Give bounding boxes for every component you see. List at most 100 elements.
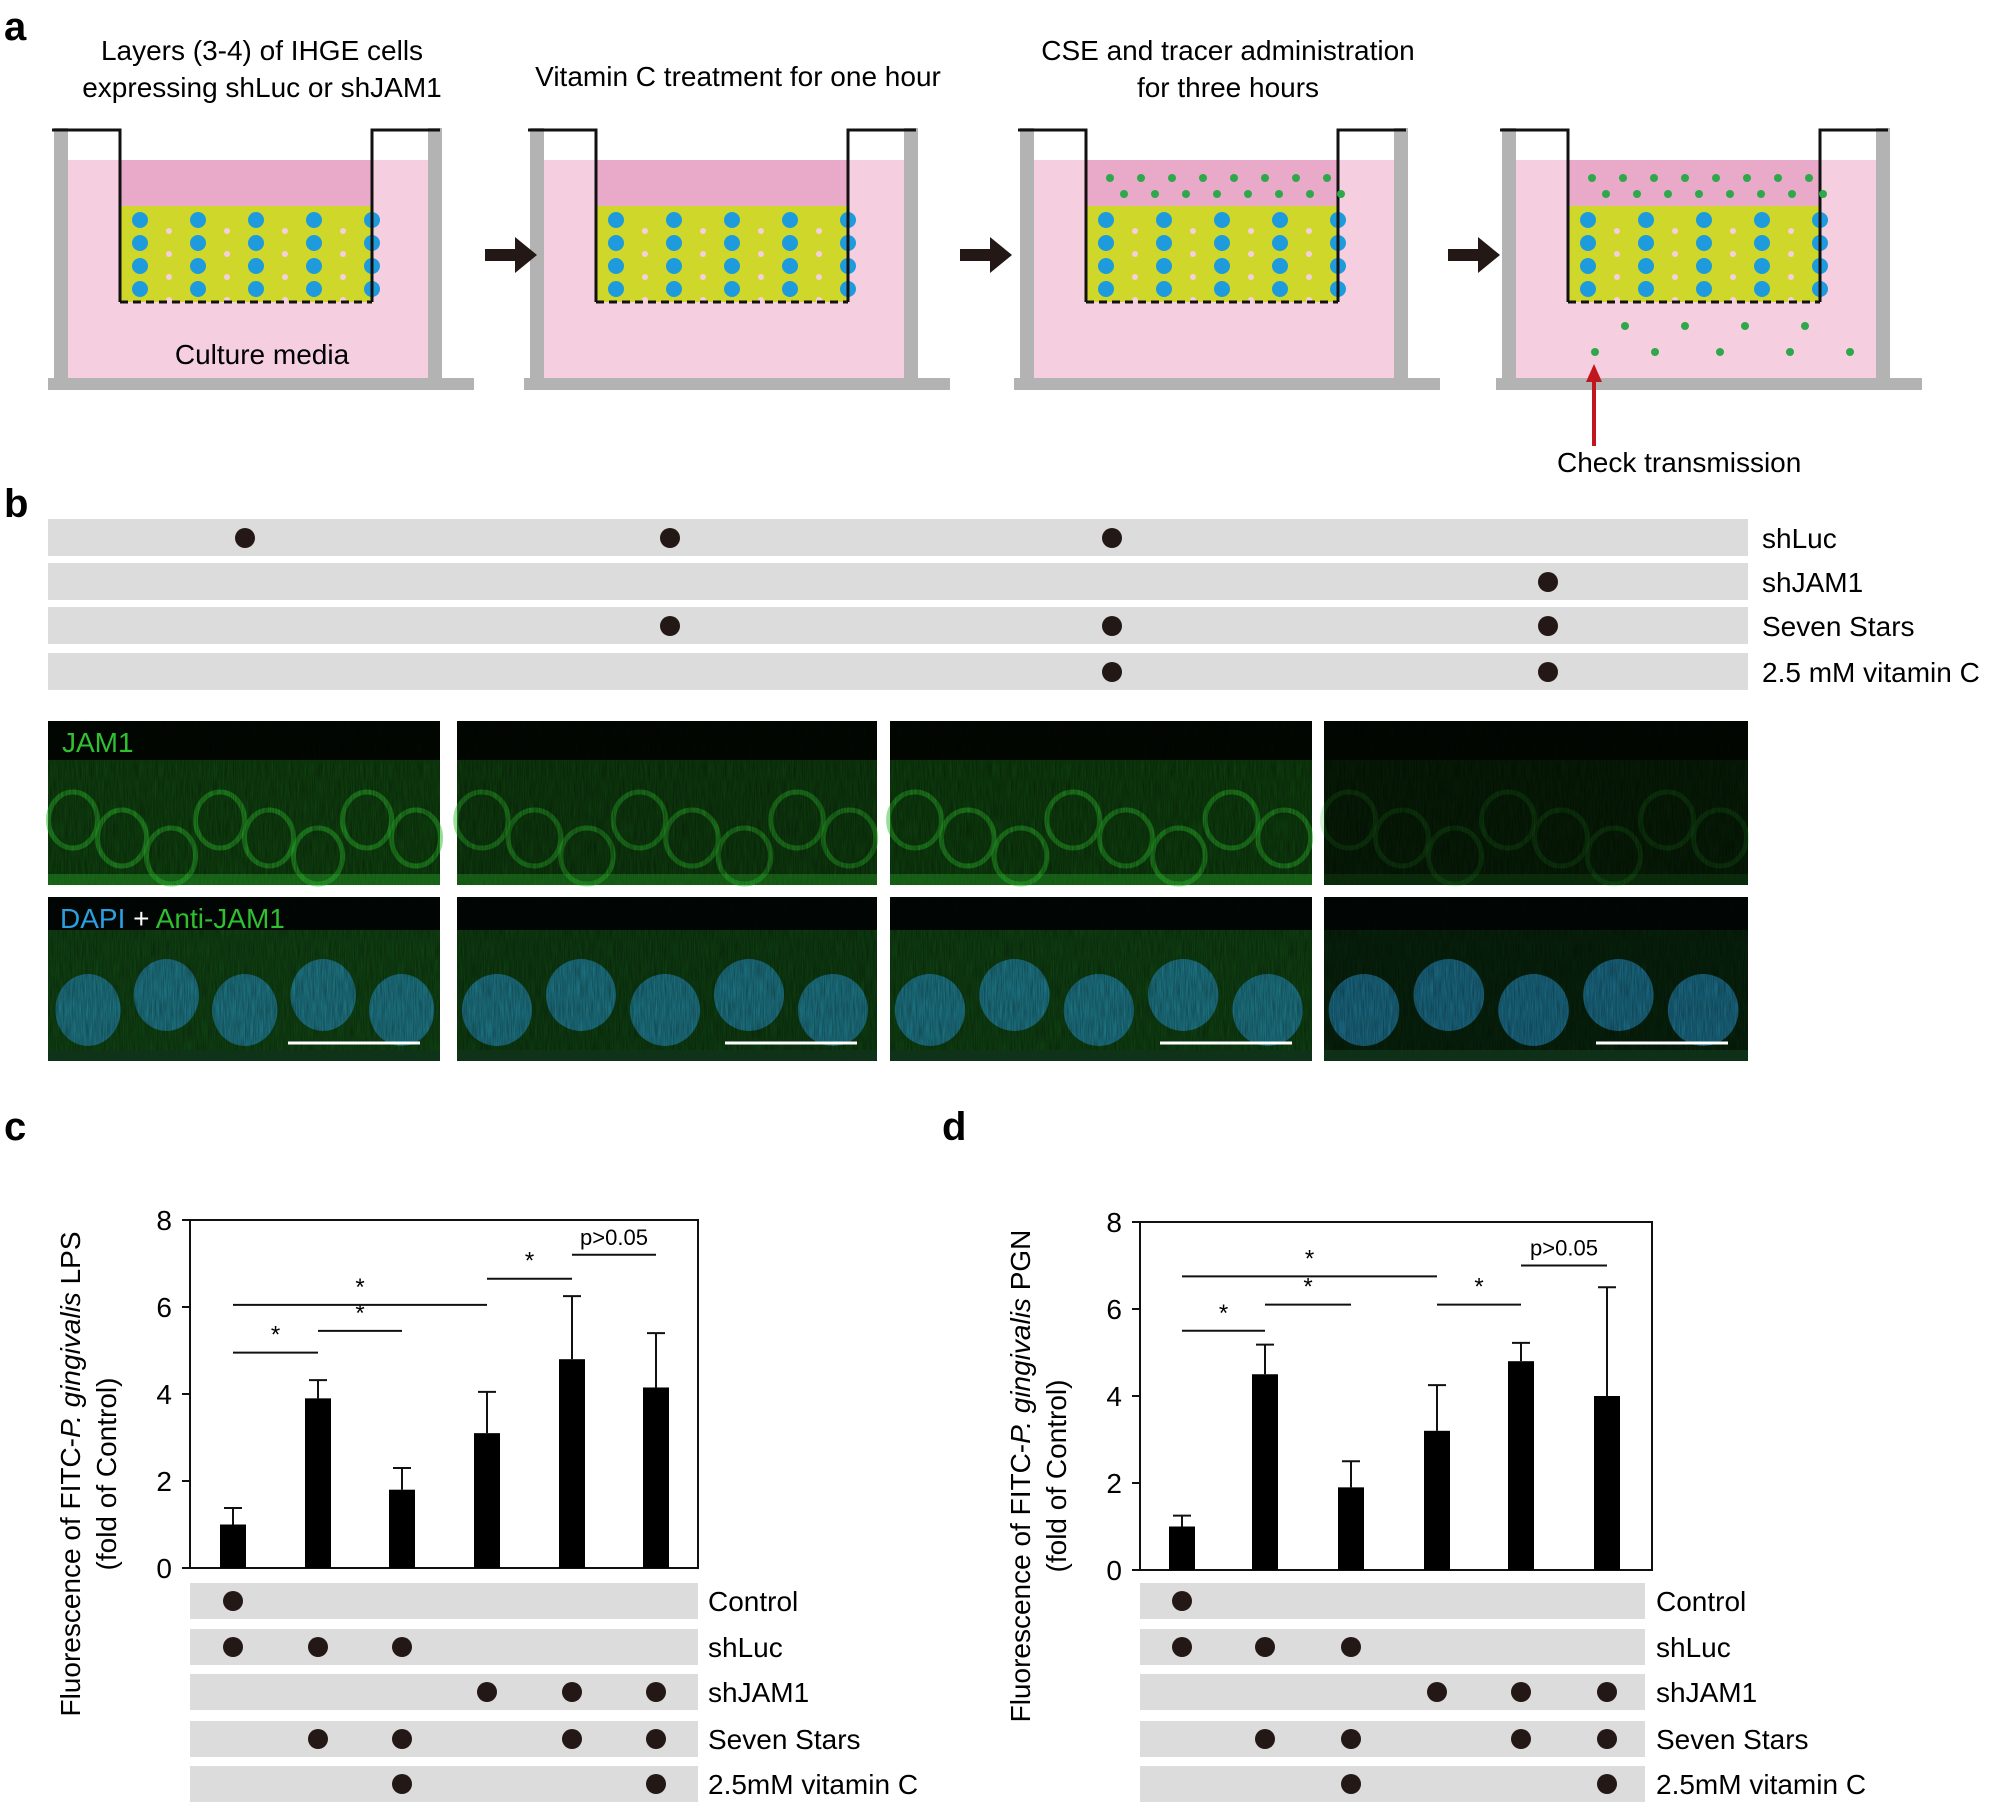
nucleus-icon [1580,258,1596,274]
gap-dot [758,228,764,234]
gap-dot [1306,228,1312,234]
condition-dot [1538,662,1558,682]
gap-dot [816,228,822,234]
tracer-dot [1801,322,1809,330]
gap-dot [1132,228,1138,234]
insert-wall-right [1818,128,1888,302]
gap-dot [1190,274,1196,280]
condition-dot [223,1637,243,1657]
nucleus-icon [1098,212,1114,228]
condition-dot [646,1682,666,1702]
gap-dot [642,228,648,234]
insert-media [1568,160,1820,210]
significance-label: p>0.05 [580,1225,648,1250]
tracer-dot [1323,174,1331,182]
basal-band [890,874,1312,885]
nucleus-icon [1754,258,1770,274]
gap-dot [1672,274,1678,280]
tracer-dot [1664,190,1672,198]
y-tick-label: 6 [156,1292,172,1323]
insert-media [596,160,848,210]
condition-row-label: 2.5mM vitamin C [1656,1769,1866,1800]
condition-dot [646,1774,666,1794]
micrograph-label-jam1: JAM1 [62,727,134,758]
nucleus-icon [1580,281,1596,297]
nucleus-icon [1696,212,1712,228]
gap-dot [166,274,172,280]
cell-layer [120,206,372,302]
nucleus-icon [608,212,624,228]
condition-dot [1597,1729,1617,1749]
nucleus-icon [1272,212,1288,228]
insert-media [120,160,372,210]
nucleus-icon [666,235,682,251]
gap-dot [758,274,764,280]
tracer-dot [1805,174,1813,182]
nucleus-icon [608,281,624,297]
well-base [1014,378,1440,390]
step-caption-1: expressing shLuc or shJAM1 [82,72,442,103]
nucleus-icon [1214,281,1230,297]
nucleus-icon [1754,281,1770,297]
significance-label: * [355,1274,364,1301]
gap-dot [1672,228,1678,234]
nucleus-icon [724,281,740,297]
condition-dot [1538,616,1558,636]
nucleus-icon [782,212,798,228]
transwell-step-2 [524,128,950,390]
significance-label: * [1474,1274,1483,1301]
condition-row-bar [190,1721,698,1757]
tracer-dot [1275,190,1283,198]
micrograph-jam1-2 [453,721,879,887]
micrograph-merge-2 [457,897,877,1061]
tracer-dot [1712,174,1720,182]
nucleus-icon [1156,235,1172,251]
nucleus-icon [1098,235,1114,251]
significance-label: * [525,1248,534,1275]
tracer-dot [1213,190,1221,198]
condition-row-label: Control [708,1586,798,1617]
bar [559,1359,585,1568]
y-axis-label-part: (fold of Control) [91,1378,122,1571]
well-wall-right [1394,128,1408,381]
y-axis-label-line: (fold of Control) [91,1378,122,1571]
tracer-dot [1168,174,1176,182]
plot-frame [1139,1221,1653,1571]
gap-dot [340,228,346,234]
bar [1169,1526,1195,1570]
gap-dot [1306,274,1312,280]
panel-label-d: d [942,1105,966,1149]
y-axis-label-part: Fluorescence of FITC- [55,1438,86,1717]
nucleus-icon [132,212,148,228]
y-axis-label-part: LPS [55,1231,86,1292]
nucleus-icon [1098,281,1114,297]
nucleus-icon [782,258,798,274]
gap-dot [642,297,648,303]
nucleus-icon [1214,212,1230,228]
nucleus-icon [1272,281,1288,297]
y-axis-label-part: (fold of Control) [1041,1380,1072,1573]
significance-label: * [355,1300,364,1327]
gap-dot [282,251,288,257]
insert-wall-right [846,128,916,302]
bar [220,1524,246,1568]
gap-dot [1788,274,1794,280]
condition-row-label: Seven Stars [1762,611,1915,642]
nucleus-icon [1754,235,1770,251]
tracer-dot [1230,174,1238,182]
tracer-dot [1621,322,1629,330]
condition-row-bar [1140,1674,1645,1710]
condition-row-label: 2.5 mM vitamin C [1762,657,1980,688]
condition-dot [1538,572,1558,592]
gap-dot [700,274,706,280]
tracer-dot [1846,348,1854,356]
condition-dot [1341,1729,1361,1749]
condition-row-label: Seven Stars [1656,1724,1809,1755]
condition-dot [1172,1637,1192,1657]
condition-dot [1102,662,1122,682]
tracer-dot [1591,348,1599,356]
bar [474,1433,500,1568]
micrograph-noise [48,721,440,885]
nucleus-icon [724,235,740,251]
